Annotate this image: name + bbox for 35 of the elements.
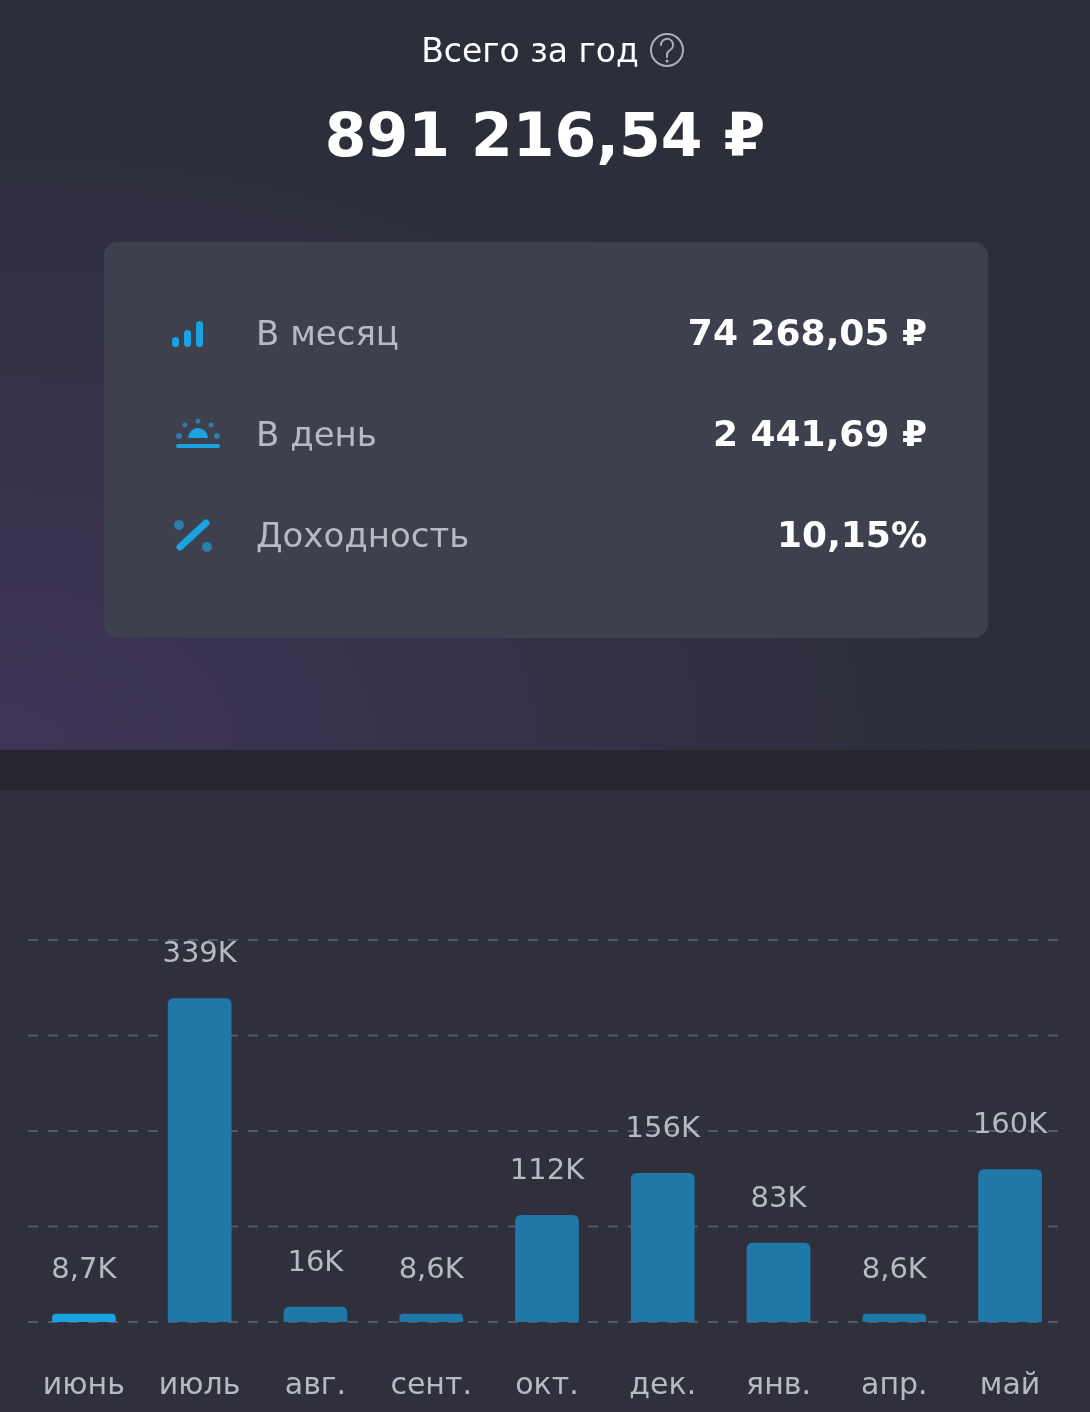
bar xyxy=(630,1173,695,1322)
text: 10,15% xyxy=(777,514,927,555)
data-label: 8,6K xyxy=(398,1250,465,1285)
x-tick-label: янв. xyxy=(746,1366,811,1401)
bar xyxy=(862,1313,927,1322)
bar xyxy=(515,1215,579,1322)
x-tick-label: дек. xyxy=(629,1366,697,1401)
x-tick-label: сент. xyxy=(390,1366,473,1401)
data-label: 339K xyxy=(162,935,238,970)
text: В день xyxy=(256,414,377,454)
data-label: 8,6K xyxy=(861,1250,928,1285)
bar xyxy=(167,998,232,1322)
bar xyxy=(978,1169,1042,1322)
x-tick-label: апр. xyxy=(861,1366,928,1401)
text: 2 441,69 ₽ xyxy=(712,413,927,454)
text: 891 216,54 ₽ xyxy=(324,100,766,170)
data-label: 8,7K xyxy=(51,1250,118,1285)
bar xyxy=(52,1313,116,1322)
data-label: 156K xyxy=(625,1110,701,1145)
x-tick-label: июнь xyxy=(42,1366,125,1401)
data-label: 112K xyxy=(509,1152,586,1187)
data-label: 160K xyxy=(972,1106,1049,1141)
text: Всего за год xyxy=(421,31,639,70)
text: В месяц xyxy=(256,313,399,353)
bar xyxy=(399,1313,464,1322)
x-tick-label: май xyxy=(979,1366,1041,1401)
bar xyxy=(283,1306,348,1322)
x-tick-label: авг. xyxy=(284,1366,347,1401)
bar xyxy=(746,1242,811,1322)
text: 74 268,05 ₽ xyxy=(687,312,927,353)
x-tick-label: окт. xyxy=(515,1366,579,1401)
x-tick-label: июль xyxy=(158,1366,241,1401)
data-label: 83K xyxy=(750,1179,808,1214)
text: Доходность xyxy=(256,515,470,555)
data-label: 16K xyxy=(287,1243,345,1278)
